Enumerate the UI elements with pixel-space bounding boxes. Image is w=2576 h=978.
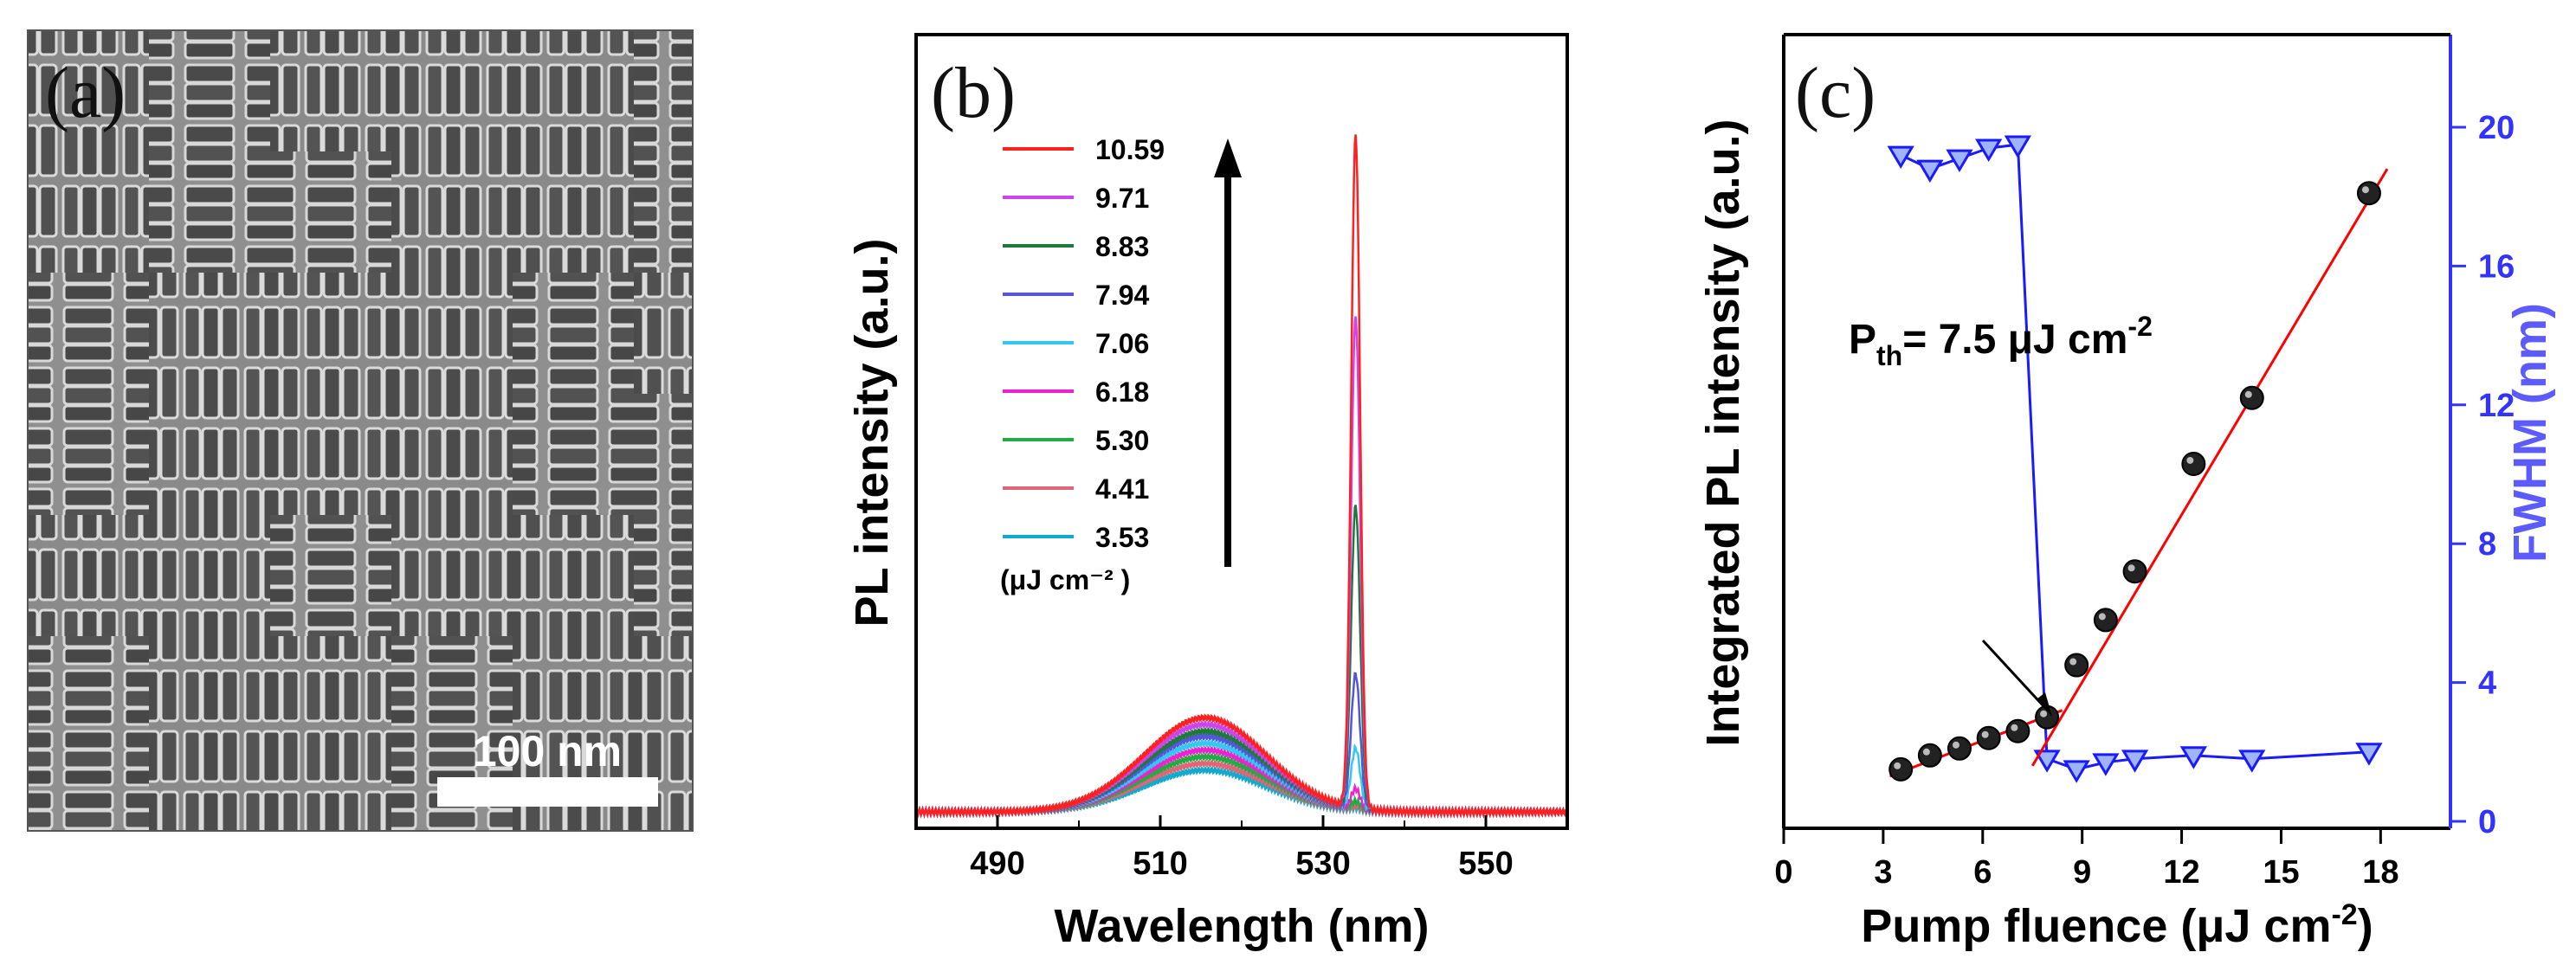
x-tick-label-c: 18 [2362, 854, 2398, 891]
fwhm-point [2355, 743, 2383, 766]
x-tick-label-b: 550 [1458, 846, 1513, 882]
legend-label: 7.94 [1095, 280, 1149, 311]
fwhm-point [2238, 750, 2266, 773]
legend-label: 9.71 [1095, 183, 1149, 214]
x-tick-label-c: 12 [2163, 854, 2199, 891]
fwhm-line [1900, 143, 2369, 771]
fwhm-point [2179, 746, 2207, 769]
y-tick-label-right-c: 20 [2478, 110, 2515, 146]
y-axis-label-b: PL intensity (a.u.) [846, 238, 898, 627]
y-tick-label-right-c: 12 [2478, 388, 2515, 424]
point-highlight [1894, 762, 1901, 769]
fwhm-point [2063, 760, 2090, 783]
fwhm-point [1887, 145, 1914, 170]
x-axis-label-c: Pump fluence (μJ cm-2) [1861, 898, 2373, 952]
threshold-arrow-head-icon [2037, 692, 2052, 717]
panel-b: 490 510 530 550 Wavelength (nm) PL intensit… [846, 33, 1569, 952]
x-tick-label-c: 3 [1874, 854, 1892, 891]
integrated-pl-point [2122, 559, 2147, 584]
spectrum-line-5.30 [916, 752, 1567, 819]
x-tick-label-c: 9 [2073, 854, 2091, 891]
plot-frame-b [914, 33, 1569, 830]
panel-a: (a) 100 nm [27, 29, 694, 832]
scale-bar [437, 777, 658, 807]
legend-label: 3.53 [1095, 522, 1149, 553]
integrated-pl-point [1888, 756, 1914, 782]
pl-spectra [916, 134, 1567, 819]
fit-line-above-threshold [2030, 168, 2389, 767]
y-tick-label-right-c: 8 [2478, 526, 2496, 563]
y-tick-label-right-c: 0 [2478, 804, 2496, 840]
fwhm-point [1946, 149, 1973, 173]
integrated-pl-point [1947, 736, 1972, 761]
integrated-pl-point [2356, 181, 2381, 206]
spectrum-line-6.18 [916, 745, 1567, 819]
integrated-pl-point [2064, 653, 2089, 678]
x-axis-label-b: Wavelength (nm) [1054, 900, 1429, 952]
point-highlight [2127, 564, 2135, 572]
spectrum-line-10.59 [916, 134, 1567, 819]
fwhm-point [1916, 159, 1944, 183]
y-axis-label-left-c: Integrated PL intensity (a.u.) [1697, 119, 1749, 746]
legend-unit: (μJ cm⁻² ) [1000, 564, 1130, 595]
legend-label: 4.41 [1095, 473, 1149, 505]
fit-line-below-threshold [1889, 709, 2063, 778]
arrow-head-icon [1214, 138, 1242, 177]
point-highlight [2186, 456, 2194, 464]
point-highlight [2098, 613, 2106, 621]
point-highlight [2040, 710, 2048, 717]
integrated-pl-point [1917, 743, 1942, 768]
x-tick-label-c: 6 [1973, 854, 1992, 891]
x-tick-label-c: 0 [1774, 854, 1792, 891]
point-highlight [1952, 741, 1959, 749]
x-tick-label-b: 490 [970, 846, 1024, 882]
integrated-pl-point [2181, 451, 2206, 476]
legend-label: 10.59 [1095, 134, 1165, 165]
fwhm-point [2033, 750, 2061, 773]
x-tick-label-b: 510 [1133, 846, 1187, 882]
point-highlight [1922, 748, 1930, 756]
y-tick-label-right-c: 4 [2478, 666, 2496, 702]
scale-bar-label: 100 nm [473, 727, 622, 775]
point-highlight [1981, 730, 1989, 738]
legend-b: 10.59 9.71 8.83 7.94 7.06 6.18 5.30 4.41 3.53 [1003, 134, 1165, 553]
y-axis-label-right-c: FWHM (nm) [2504, 303, 2556, 563]
panel-a-label: (a) [45, 53, 126, 133]
tem-micrograph [28, 30, 693, 831]
fwhm-point [2004, 135, 2032, 158]
legend-label: 7.06 [1095, 328, 1149, 359]
point-highlight [2361, 186, 2369, 194]
integrated-pl-point [2239, 385, 2264, 410]
legend-label: 8.83 [1095, 231, 1149, 262]
point-highlight [2011, 724, 2018, 731]
x-tick-label-c: 15 [2263, 854, 2299, 891]
threshold-arrow-icon [1981, 639, 2047, 710]
point-highlight [2069, 658, 2077, 666]
point-highlight [2244, 390, 2252, 398]
fwhm-point [1975, 138, 2003, 163]
fwhm-point [2121, 750, 2149, 773]
panel-c: 0 3 6 9 12 15 18 0 4 8 12 16 20 Pump fluence (μJ cm… [1697, 33, 2556, 952]
panel-c-label: (c) [1795, 53, 1876, 133]
integrated-pl-point [1976, 725, 2001, 750]
legend-label: 6.18 [1095, 376, 1149, 408]
legend-label: 5.30 [1095, 425, 1149, 456]
threshold-annotation: Pth= 7.5 μJ cm-2 [1849, 311, 2153, 371]
panel-b-label: (b) [931, 53, 1016, 133]
integrated-pl-point [2093, 608, 2118, 633]
y-tick-label-right-c: 16 [2478, 248, 2515, 285]
integrated-pl-point [2005, 718, 2030, 743]
x-tick-label-b: 530 [1295, 846, 1350, 882]
fwhm-point [2092, 753, 2120, 776]
